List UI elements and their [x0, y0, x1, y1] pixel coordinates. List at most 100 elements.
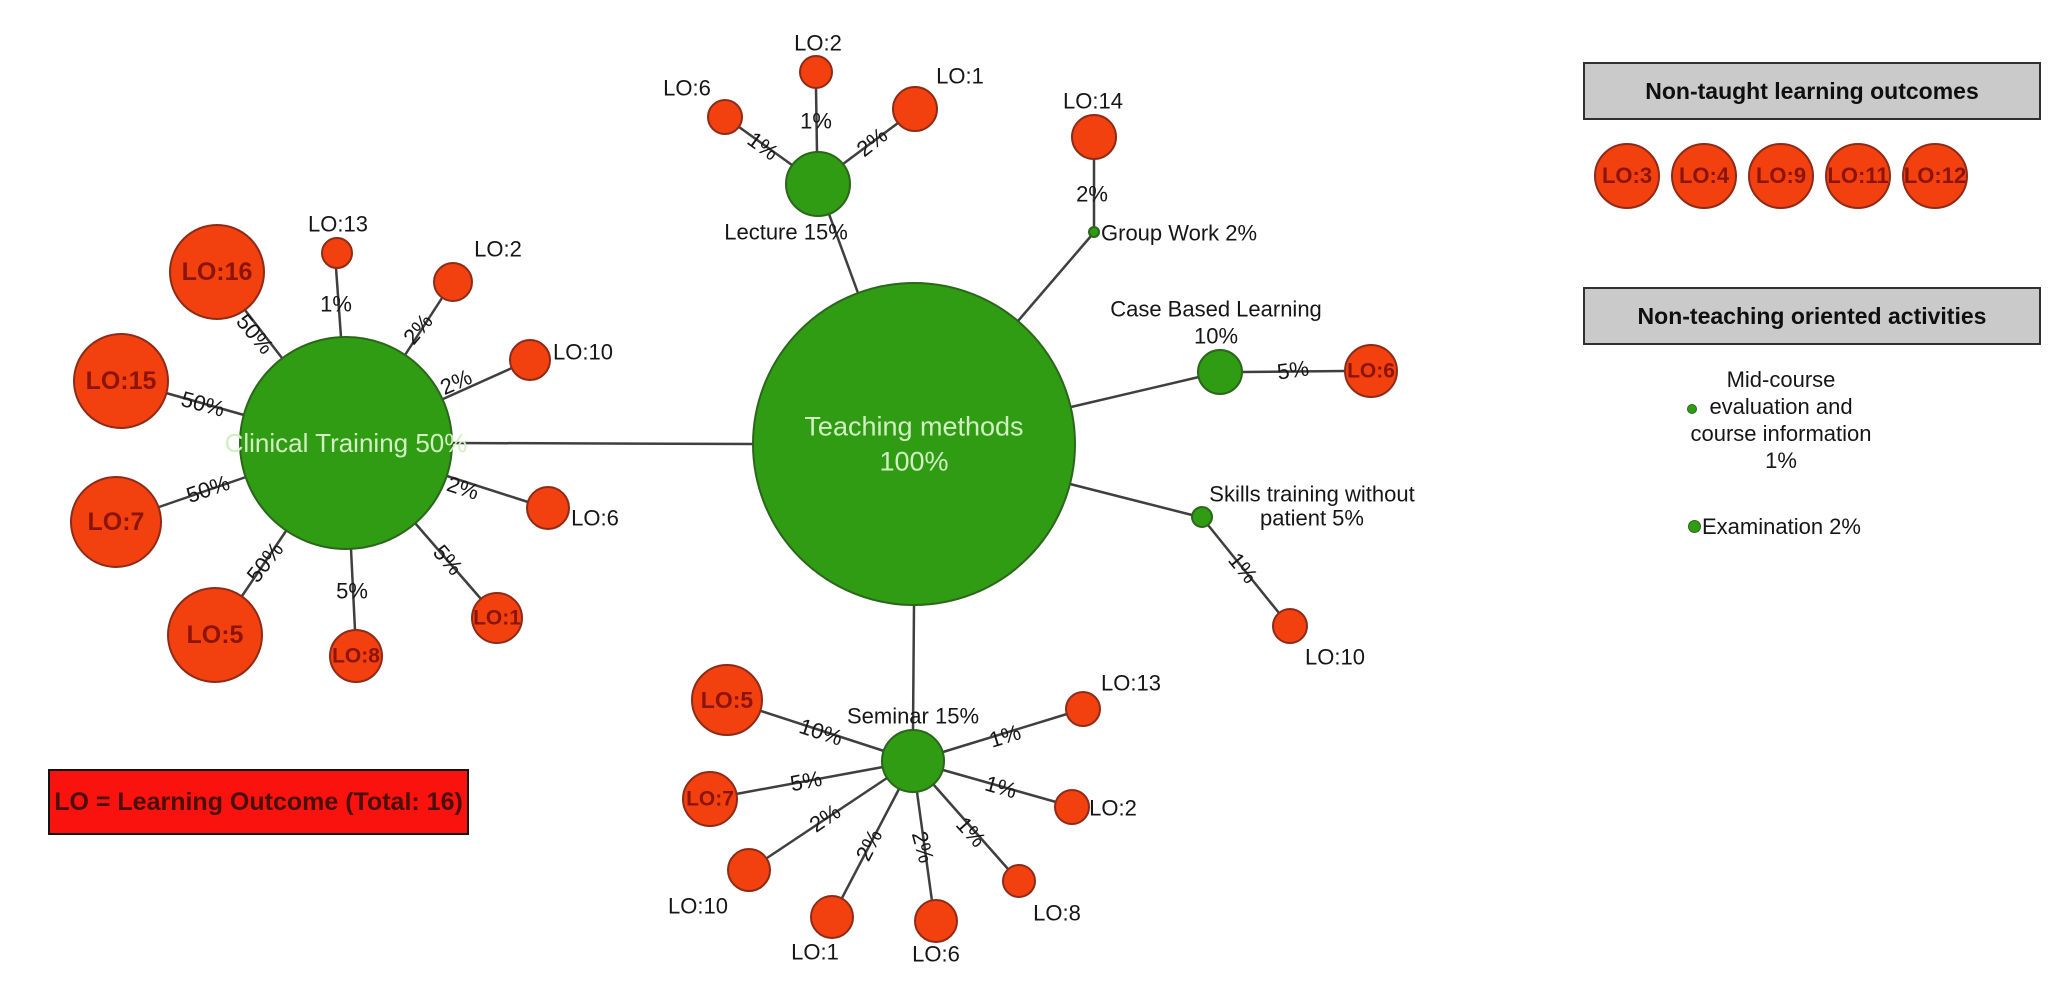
- node-clinical-lo7: [70, 476, 162, 568]
- node-name-label: Lecture 15%: [724, 220, 848, 245]
- edge-line: [760, 709, 885, 753]
- edge-percent-label: 1%: [982, 771, 1019, 804]
- node-clinical-lo5: [167, 587, 263, 683]
- examination-dot: [1688, 520, 1701, 533]
- edge-line: [158, 475, 247, 509]
- node-seminar-lo2: [1054, 789, 1090, 825]
- node-lecture-lo1: [892, 86, 938, 132]
- edge-line: [240, 530, 288, 597]
- node-clinical-lo13: [321, 237, 353, 269]
- node-name-label: LO:13: [1101, 671, 1161, 696]
- examination-label: Examination 2%: [1702, 514, 1861, 539]
- non-taught-lo-circle: LO:12: [1902, 143, 1968, 209]
- edge-percent-label: 1%: [800, 109, 832, 134]
- node-seminar-lo8: [1002, 864, 1036, 898]
- node-seminar-lo7-label: LO:7: [686, 788, 734, 811]
- node-cbl-lo6: [1344, 344, 1398, 398]
- edge-percent-label: 2%: [907, 828, 939, 865]
- node-clinical-lo16: [169, 224, 265, 320]
- node-teaching-methods-label: 100%: [879, 447, 948, 477]
- non-teaching-header-text: Non-teaching oriented activities: [1637, 302, 1987, 329]
- node-name-label: LO:10: [1305, 645, 1365, 670]
- node-case-based-learning: [1197, 349, 1243, 395]
- non-taught-lo-circle: LO:4: [1671, 143, 1737, 209]
- edge-percent-label: 1%: [320, 292, 352, 317]
- edge-line: [814, 87, 819, 153]
- edge-line: [1069, 482, 1193, 517]
- node-clinical-lo10: [509, 339, 551, 381]
- edge-line: [349, 548, 357, 631]
- non-taught-circles-row: LO:3 LO:4 LO:9 LO:11 LO:12: [1594, 143, 1968, 209]
- node-name-label: Seminar 15%: [847, 704, 979, 729]
- edge-line: [942, 712, 1068, 754]
- node-clinical-lo1: [471, 592, 523, 644]
- node-groupwork-lo14: [1071, 114, 1117, 160]
- node-group-work: [1088, 226, 1100, 238]
- legend-text: LO = Learning Outcome (Total: 16): [54, 787, 463, 816]
- non-taught-header-text: Non-taught learning outcomes: [1645, 77, 1979, 104]
- edge-percent-label: 1%: [986, 719, 1024, 752]
- node-seminar-lo10: [727, 848, 771, 892]
- edge-line: [842, 121, 899, 166]
- edge-percent-label: 2%: [1076, 182, 1108, 207]
- non-taught-header: Non-taught learning outcomes: [1583, 62, 2041, 120]
- midcourse-line: evaluation and: [1709, 394, 1853, 419]
- node-seminar-lo1: [810, 895, 854, 939]
- edge-line: [942, 768, 1057, 804]
- edge-percent-label: 5%: [788, 766, 824, 797]
- node-skills-training: [1191, 506, 1213, 528]
- edge-percent-label: 2%: [436, 364, 475, 400]
- edge-percent-label: 10%: [796, 713, 846, 750]
- node-name-label: LO:1: [791, 940, 839, 965]
- node-name-label: LO:6: [663, 76, 711, 101]
- node-name-label: LO:2: [794, 31, 842, 56]
- node-clinical-training: [239, 336, 453, 550]
- edge-percent-label: 1%: [1223, 548, 1262, 588]
- edge-line: [1017, 235, 1092, 322]
- node-name-label: Group Work 2%: [1101, 221, 1257, 246]
- node-clinical-lo6: [526, 486, 570, 530]
- edge-line: [911, 604, 916, 731]
- edge-line: [735, 765, 884, 796]
- edge-line: [244, 309, 283, 359]
- edge-percent-label: 2%: [852, 122, 892, 161]
- node-clinical-lo8-label: LO:8: [332, 645, 380, 668]
- midcourse-label: Mid-course evaluation and course informa…: [1656, 366, 1906, 474]
- edge-line: [446, 474, 529, 504]
- edge-line: [451, 441, 754, 446]
- node-lecture-lo6: [707, 99, 743, 135]
- edge-line: [1207, 524, 1280, 614]
- edge-line: [840, 788, 901, 899]
- node-teaching-methods: [752, 282, 1076, 606]
- node-name-label: LO:10: [668, 894, 728, 919]
- node-seminar-lo5: [691, 664, 763, 736]
- edge-percent-label: 50%: [183, 470, 233, 508]
- node-name-label: LO:6: [571, 506, 619, 531]
- non-teaching-header: Non-teaching oriented activities: [1583, 287, 2041, 345]
- node-clinical-lo2: [433, 262, 473, 302]
- node-clinical-training-label: Clinical Training 50%: [225, 428, 468, 458]
- edge-percent-label: 1%: [951, 812, 991, 852]
- node-name-label: LO:8: [1033, 901, 1081, 926]
- node-name-label: LO:6: [912, 942, 960, 967]
- edge-percent-label: 5%: [1276, 355, 1311, 384]
- node-lecture-lo2: [799, 55, 833, 89]
- node-clinical-lo15: [73, 333, 169, 429]
- node-seminar: [881, 729, 945, 793]
- node-name-label: LO:13: [308, 212, 368, 237]
- edge-line: [1241, 369, 1346, 374]
- node-clinical-lo8: [329, 629, 383, 683]
- edge-line: [766, 776, 888, 860]
- edge-line: [414, 522, 482, 600]
- edge-line: [334, 267, 343, 338]
- node-name-label: LO:1: [936, 64, 984, 89]
- midcourse-line: 1%: [1765, 448, 1797, 473]
- non-taught-lo-circle: LO:3: [1594, 143, 1660, 209]
- edge-line: [915, 791, 934, 902]
- edge-line: [1070, 375, 1200, 409]
- node-clinical-lo5-label: LO:5: [187, 621, 244, 649]
- node-seminar-lo13: [1065, 691, 1101, 727]
- edge-line: [932, 783, 1009, 870]
- edge-percent-label: 50%: [178, 386, 227, 422]
